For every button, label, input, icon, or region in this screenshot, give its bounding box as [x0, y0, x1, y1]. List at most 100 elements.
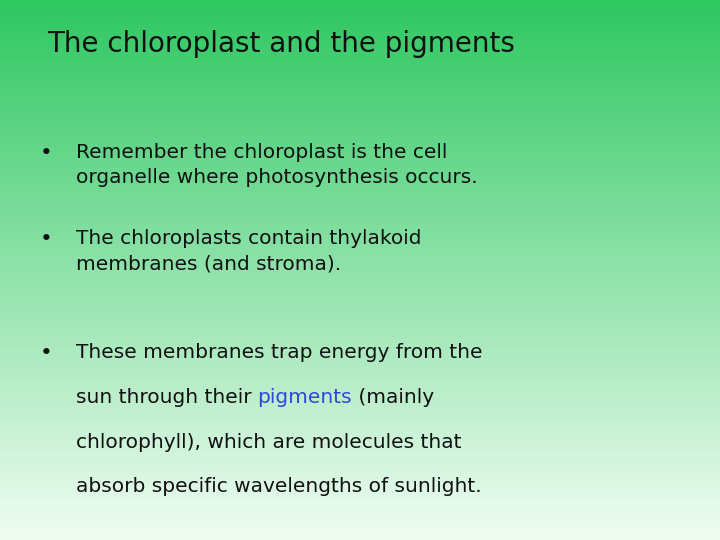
Bar [0, 76, 720, 77]
Bar [0, 169, 720, 171]
Bar [0, 281, 720, 282]
Bar [0, 147, 720, 150]
Bar [0, 378, 720, 380]
Bar [0, 248, 720, 250]
Bar [0, 409, 720, 410]
Bar [0, 201, 720, 204]
Bar [0, 110, 720, 112]
Bar [0, 533, 720, 535]
Bar [0, 520, 720, 522]
Bar [0, 414, 720, 416]
Bar [0, 216, 720, 218]
Bar [0, 247, 720, 248]
Bar [0, 293, 720, 295]
Bar [0, 140, 720, 142]
Bar [0, 266, 720, 268]
Bar [0, 167, 720, 169]
Bar [0, 124, 720, 126]
Bar [0, 123, 720, 124]
Bar [0, 317, 720, 319]
Bar [0, 471, 720, 474]
Bar [0, 225, 720, 227]
Bar [0, 39, 720, 42]
Bar [0, 117, 720, 119]
Bar [0, 474, 720, 475]
Bar [0, 32, 720, 34]
Bar [0, 7, 720, 9]
Bar [0, 83, 720, 85]
Bar [0, 239, 720, 241]
Bar [0, 326, 720, 328]
Bar [0, 234, 720, 236]
Bar [0, 155, 720, 157]
Bar [0, 144, 720, 146]
Bar [0, 535, 720, 536]
Bar [0, 529, 720, 531]
Bar [0, 420, 720, 421]
Bar [0, 366, 720, 367]
Bar [0, 171, 720, 173]
Bar [0, 528, 720, 529]
Bar [0, 74, 720, 76]
Bar [0, 173, 720, 174]
Bar [0, 259, 720, 261]
Bar [0, 205, 720, 207]
Bar [0, 398, 720, 400]
Bar [0, 151, 720, 153]
Bar [0, 297, 720, 299]
Bar [0, 79, 720, 81]
Bar [0, 43, 720, 45]
Bar [0, 497, 720, 498]
Bar [0, 263, 720, 265]
Bar [0, 524, 720, 525]
Bar [0, 363, 720, 366]
Bar [0, 135, 720, 137]
Bar [0, 5, 720, 7]
Bar [0, 130, 720, 131]
Bar [0, 513, 720, 515]
Bar [0, 538, 720, 540]
Bar [0, 454, 720, 455]
Bar [0, 421, 720, 423]
Bar [0, 315, 720, 317]
Bar [0, 319, 720, 320]
Bar [0, 31, 720, 32]
Bar [0, 405, 720, 407]
Bar [0, 223, 720, 225]
Bar [0, 416, 720, 417]
Bar [0, 180, 720, 182]
Text: •: • [40, 230, 53, 249]
Bar [0, 344, 720, 346]
Bar [0, 506, 720, 508]
Bar [0, 508, 720, 509]
Bar [0, 349, 720, 351]
Bar [0, 115, 720, 117]
Bar [0, 457, 720, 459]
Bar [0, 29, 720, 31]
Bar [0, 301, 720, 302]
Bar [0, 279, 720, 281]
Bar [0, 394, 720, 396]
Bar [0, 178, 720, 180]
Bar [0, 450, 720, 452]
Bar [0, 232, 720, 234]
Bar [0, 436, 720, 437]
Bar [0, 63, 720, 65]
Text: (mainly: (mainly [352, 388, 434, 407]
Text: •: • [40, 143, 53, 163]
Bar [0, 88, 720, 90]
Bar [0, 461, 720, 463]
Bar [0, 331, 720, 333]
Bar [0, 511, 720, 513]
Bar [0, 390, 720, 393]
Bar [0, 47, 720, 49]
Bar [0, 275, 720, 277]
Bar [0, 86, 720, 88]
Bar [0, 322, 720, 324]
Bar [0, 99, 720, 101]
Bar [0, 164, 720, 166]
Bar [0, 27, 720, 29]
Bar [0, 353, 720, 355]
Bar [0, 250, 720, 252]
Bar [0, 518, 720, 520]
